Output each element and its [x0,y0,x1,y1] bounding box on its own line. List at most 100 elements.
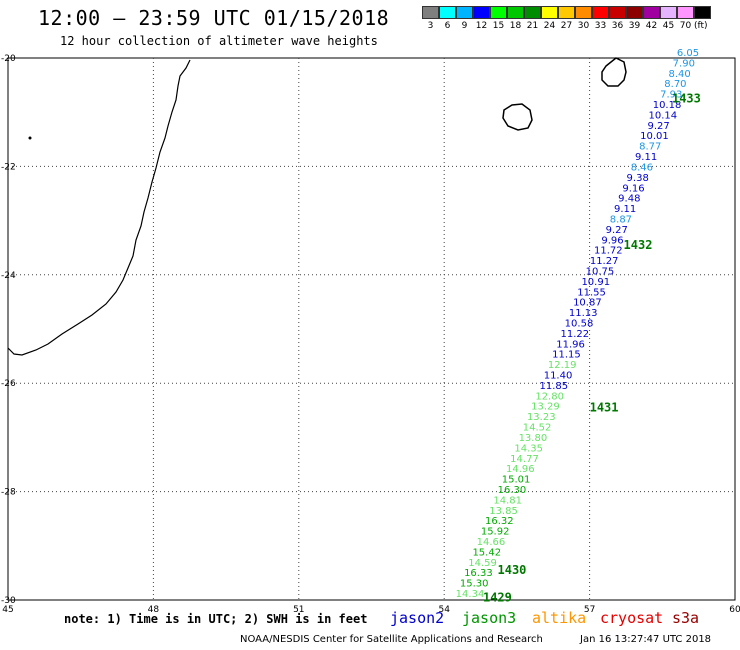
legend-swatch [524,6,541,19]
wave-height-value: 8.70 [664,79,686,90]
wave-height-value: 14.77 [510,454,539,465]
wave-height-value: 14.96 [506,464,535,475]
legend-swatches [422,6,711,19]
wave-height-value: 14.81 [493,495,522,506]
axis-ticks: 45 48 51 54 57 60 -20 -22 -24 -26 -28 -30 [1,54,740,615]
wave-height-value: 15.92 [481,527,510,538]
wave-height-value: 11.55 [577,287,606,298]
wave-height-value: 10.14 [649,110,678,121]
lon-tick-label: 54 [438,605,450,615]
lat-tick-label: -28 [1,488,16,498]
lon-tick-label: 51 [293,605,304,615]
wave-height-value: 15.30 [460,579,489,590]
wave-height-value: 9.11 [614,204,636,215]
track-pass-label: 1430 [498,563,527,577]
wave-height-value: 8.46 [631,162,653,173]
legend-label: 24 [543,21,556,31]
legend-swatch [677,6,694,19]
wave-height-value: 7.90 [673,58,695,69]
lon-tick-label: 60 [729,605,740,615]
legend-label: 33 [594,21,607,31]
legend-swatch [643,6,660,19]
wave-height-value: 9.16 [622,183,644,194]
wave-height-value: 8.77 [639,142,661,153]
legend-labels: 3 6 9 12 15 18 21 24 27 30 33 36 39 42 45 70 (ft) [422,21,711,31]
wave-height-value: 14.66 [477,537,506,548]
wave-height-value: 9.38 [627,173,649,184]
map-subtitle: 12 hour collection of altimeter wave hei… [60,34,378,48]
wave-height-value: 14.52 [523,423,552,434]
track-pass-label: 1432 [624,238,653,252]
satellite-label-jason3: jason3 [462,609,517,627]
legend-label: 21 [526,21,539,31]
wave-height-value: 14.34 [456,589,485,600]
legend-label: 15 [492,21,505,31]
legend-swatch [473,6,490,19]
legend-label: 45 [662,21,675,31]
track-pass-label: 1431 [590,401,619,415]
legend-swatch [660,6,677,19]
wave-height-value: 6.05 [677,48,699,59]
lon-tick-label: 57 [584,605,595,615]
units-note: note: 1) Time is in UTC; 2) SWH is in fe… [64,612,368,626]
legend-label: 9 [461,21,468,31]
wave-height-value: 11.40 [544,371,573,382]
lat-tick-label: -26 [1,379,16,389]
satellite-label-altika: altika [532,609,587,627]
wave-height-value: 16.33 [464,568,493,579]
mauritius-island [601,57,627,87]
wave-height-value: 10.87 [573,298,602,309]
wave-height-value: 11.15 [552,350,581,361]
legend-swatch [541,6,558,19]
wave-height-value: 11.22 [560,329,589,340]
legend-swatch [507,6,524,19]
wave-height-value: 7.93 [660,90,682,101]
legend-swatch [439,6,456,19]
wave-height-value: 9.11 [635,152,657,163]
wave-height-value: 9.27 [648,121,670,132]
small-island [28,136,32,140]
wave-height-value: 12.19 [548,360,577,371]
legend-label: 39 [628,21,641,31]
legend-label: 30 [577,21,590,31]
legend-swatch [575,6,592,19]
wave-height-value: 11.96 [556,339,585,350]
legend-label: 6 [444,21,451,31]
wave-height-value: 11.85 [540,381,569,392]
satellite-label-s3a: s3a [672,609,700,627]
wave-height-value: 15.42 [472,547,501,558]
wave-height-value: 9.96 [601,235,623,246]
lat-tick-label: -20 [1,54,16,64]
track-pass-label: 1429 [483,590,512,604]
legend-label: 27 [560,21,573,31]
legend-swatch [626,6,643,19]
wave-height-value: 10.18 [653,100,682,111]
legend-swatch [558,6,575,19]
legend-label: 18 [509,21,522,31]
color-legend: 3 6 9 12 15 18 21 24 27 30 33 36 39 42 45 70 (ft) [422,6,711,31]
legend-swatch [609,6,626,19]
wave-height-value: 11.27 [590,256,619,267]
map-grid [7,57,736,601]
track-labels: 1433 1432 1431 1430 1429 [483,92,701,605]
track-pass-label: 1433 [672,92,701,106]
legend-swatch [592,6,609,19]
madagascar-coast [7,59,191,356]
wave-height-value: 15.01 [502,475,531,486]
wave-height-value: 12.80 [535,391,564,402]
coastline [7,57,627,356]
wave-height-value: 13.80 [519,433,548,444]
wave-height-value: 13.85 [489,506,518,517]
satellite-label-cryosat: cryosat [600,609,664,627]
legend-swatch [490,6,507,19]
map-title: 12:00 – 23:59 UTC 01/15/2018 [38,6,390,30]
lon-tick-label: 45 [2,605,13,615]
wave-height-value: 11.72 [594,246,623,257]
wave-height-value: 13.29 [531,402,560,413]
wave-height-value: 16.32 [485,516,514,527]
lon-tick-label: 48 [148,605,160,615]
wave-height-value: 16.30 [498,485,527,496]
legend-label: 42 [645,21,658,31]
lat-tick-label: -22 [1,162,16,172]
lat-tick-label: -30 [1,596,16,606]
